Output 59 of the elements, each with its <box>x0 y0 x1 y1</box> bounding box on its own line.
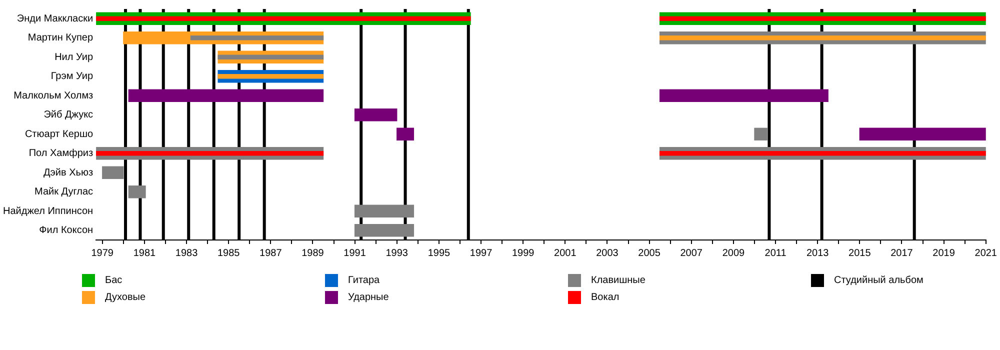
x-tick-label: 2019 <box>932 248 956 259</box>
x-tick-label: 2017 <box>890 248 914 259</box>
y-tick-label: Мартин Купер <box>28 32 94 44</box>
legend-label: Ударные <box>348 292 389 303</box>
x-tick-label: 1983 <box>175 248 198 259</box>
legend-label: Студийный альбом <box>834 275 924 286</box>
bar <box>96 16 471 21</box>
y-tick-label: Эйб Джукс <box>44 110 94 121</box>
x-tick-label: 2005 <box>638 248 661 259</box>
x-tick-label: 2009 <box>722 248 746 259</box>
bar <box>659 36 986 40</box>
legend-label: Клавишные <box>591 275 646 286</box>
y-tick-label: Энди Маккласки <box>16 13 94 24</box>
y-tick-label: Грэм Уир <box>50 71 94 82</box>
bar <box>659 89 828 102</box>
bar <box>754 128 768 140</box>
y-tick-label: Дэйв Хьюз <box>44 167 94 178</box>
x-tick-label: 1997 <box>470 248 493 259</box>
bar <box>659 151 986 156</box>
legend-label: Гитара <box>348 275 380 286</box>
y-tick-label: Пол Хамфриз <box>28 148 94 160</box>
bar <box>354 204 414 218</box>
bar <box>659 16 986 21</box>
x-tick-label: 1993 <box>386 248 408 259</box>
bar <box>128 186 146 198</box>
x-tick-label: 2011 <box>764 248 787 259</box>
y-tick-label: Майк Дуглас <box>34 186 94 198</box>
x-tick-label: 2021 <box>974 248 998 259</box>
x-tick-label: 1981 <box>133 248 156 259</box>
bar <box>96 151 324 156</box>
bar <box>102 166 124 179</box>
bar <box>396 128 414 140</box>
x-tick-label: 1989 <box>302 248 324 259</box>
x-tick-label: 1987 <box>260 248 282 259</box>
bar <box>128 89 324 102</box>
x-tick-label: 1995 <box>428 248 451 259</box>
y-tick-label: Малкольм Холмз <box>14 90 94 102</box>
bar <box>859 128 986 140</box>
bar <box>218 54 324 60</box>
x-tick-label: 1991 <box>344 248 366 259</box>
legend-label: Духовые <box>105 292 146 303</box>
legend-label: Бас <box>105 275 122 286</box>
x-tick-label: 1979 <box>91 248 114 259</box>
x-tick-label: 2007 <box>680 248 703 259</box>
y-tick-label: Стюарт Кершо <box>24 128 94 140</box>
bar <box>218 74 324 79</box>
y-tick-label: Фил Коксон <box>39 225 94 236</box>
x-tick-label: 2003 <box>596 248 619 259</box>
bar <box>354 224 414 237</box>
x-tick-label: 2015 <box>848 248 872 259</box>
legend-label: Вокал <box>591 292 620 303</box>
x-tick-label: 1999 <box>512 248 535 259</box>
bar <box>190 36 324 40</box>
x-tick-label: 2001 <box>554 248 577 259</box>
x-tick-label: 2013 <box>806 248 830 259</box>
y-tick-label: Нил Уир <box>54 52 94 63</box>
x-tick-label: 1985 <box>217 248 240 259</box>
y-tick-label: Найджел Иппинсон <box>2 206 94 217</box>
bar <box>354 108 398 122</box>
